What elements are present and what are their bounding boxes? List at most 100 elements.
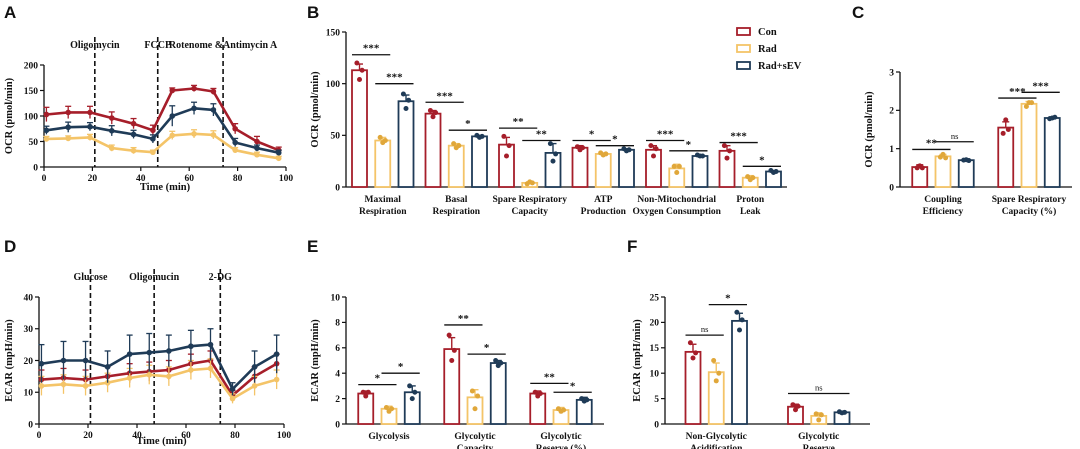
panel-e-category-label: Glycolytic: [540, 432, 581, 442]
panel-b-category-label: Leak: [740, 207, 761, 217]
panel-a-data-point: [108, 145, 115, 151]
panel-b-replicate-point: [504, 153, 509, 159]
panel-a-x-tick-label: 20: [88, 174, 98, 184]
panel-e-significance-label: *: [375, 373, 381, 385]
panel-a-data-point: [210, 88, 217, 95]
panel-b-category-label: Respiration: [433, 207, 481, 217]
panel-a-data-point: [65, 109, 71, 116]
panel-e-replicate-point: [360, 389, 366, 395]
panel-a-data-point: [210, 132, 217, 138]
panel-a-data-point: [130, 120, 137, 127]
panel-b-replicate-point: [451, 141, 457, 147]
panel-b-category-label: Capacity: [512, 207, 549, 217]
panel-f-series-con: [684, 340, 804, 425]
panel-b-replicate-point: [547, 141, 553, 147]
panel-b-replicate-point: [727, 148, 733, 154]
panel-b-significance-label: **: [536, 129, 548, 141]
panel-d-y-axis-label: ECAR (mpH/min): [4, 319, 15, 402]
panel-f-replicate-point: [795, 403, 801, 409]
panel-b-replicate-point: [580, 145, 586, 151]
panel-b-replicate-point: [403, 105, 409, 111]
panel-a-data-point: [87, 123, 93, 130]
panel-e-y-tick-label: 2: [335, 395, 340, 405]
panel-a-data-point: [191, 85, 197, 92]
panel-a-data-point: [169, 132, 176, 139]
panel-e-replicate-point: [407, 383, 413, 389]
panel-f-y-tick-label: 0: [654, 420, 659, 430]
panel-e-replicate-point: [584, 397, 590, 403]
panel-e-replicate-point: [446, 332, 452, 338]
panel-c-bar: [1020, 102, 1038, 188]
panel-b-bar: [544, 151, 562, 188]
panel-e-replicate-point: [383, 404, 389, 410]
panel-a-y-tick-label: 150: [24, 87, 39, 97]
panel-f-category-label: Glycolytic: [798, 432, 839, 442]
panel-b-replicate-point: [750, 175, 756, 181]
panel-a-line: [46, 107, 279, 154]
panel-d-injection-label: Oligomucin: [129, 272, 179, 283]
panel-e-replicate-point: [451, 347, 457, 353]
panel-e-series-con: [357, 332, 547, 425]
panel-b-replicate-point: [382, 138, 388, 143]
panel-a-data-point: [108, 127, 115, 134]
panel-a-data-point: [150, 127, 156, 134]
panel-a-data-point: [150, 136, 156, 142]
panel-e-category-label: Reserve (%): [536, 443, 586, 449]
panel-a-label: A: [4, 3, 16, 22]
panel-a: A 0 50 100 150 200 0 20 40 60 80 100 Time (min) OCR (…: [4, 3, 293, 193]
panel-f-significance-label: ns: [701, 324, 709, 334]
legend-swatch: [736, 27, 751, 36]
panel-f-replicate-point: [690, 355, 696, 361]
panel-d-data-point: [207, 341, 214, 348]
panel-a-data-point: [43, 136, 50, 142]
panel-b-replicate-point: [724, 155, 730, 161]
panel-b-category-label: Oxygen Consumption: [633, 207, 722, 217]
panel-a-data-point: [65, 124, 71, 131]
panel-a-x-tick-label: 60: [184, 174, 194, 184]
panel-b-y-tick-label: 50: [331, 132, 341, 142]
panel-b-significance-label: **: [513, 116, 525, 128]
panel-b-bar: [618, 148, 635, 188]
panel-c-series-con: [911, 117, 1015, 188]
panel-e-replicate-point: [412, 389, 418, 395]
panel-d-series-rad-sev: [38, 328, 280, 396]
panel-d-y-tick-label: 40: [24, 293, 34, 303]
panel-e-category-label: Capacity: [457, 444, 494, 449]
panel-c-category-label: Coupling: [924, 195, 962, 205]
panel-d-data-point: [38, 383, 45, 389]
panel-a-data-point: [232, 125, 238, 132]
panel-f-replicate-point: [737, 327, 742, 333]
panel-c-replicate-point: [1052, 114, 1058, 120]
panel-d-data-point: [126, 375, 133, 381]
panel-f-label: F: [627, 237, 637, 256]
panel-c-bar: [911, 166, 929, 188]
panel-a-data-point: [210, 107, 217, 113]
panel-a-x-tick-label: 100: [279, 174, 294, 184]
panel-b-replicate-point: [406, 97, 412, 103]
panel-a-y-axis-label: OCR (pmol/min): [4, 77, 15, 154]
panel-f-y-tick-label: 10: [650, 370, 660, 380]
panel-b-replicate-point: [357, 77, 362, 83]
panel-f-y-tick-label: 5: [654, 395, 659, 405]
panel-e-series-rad: [380, 388, 570, 425]
panel-f-y-tick-label: 15: [650, 344, 660, 354]
panel-b-replicate-point: [603, 151, 609, 157]
panel-a-line: [46, 87, 280, 152]
panel-a-data-point: [87, 134, 93, 141]
panel-d-data-point: [166, 348, 172, 354]
panel-c-replicate-point: [1000, 130, 1006, 136]
panel-a-injection-label: Rotenome &Antimycin A: [169, 40, 278, 51]
panel-f-replicate-point: [734, 309, 740, 315]
panel-b-significance-label: *: [612, 134, 618, 146]
panel-c-category-label: Spare Respiratory: [992, 195, 1067, 205]
panel-d-y-tick-label: 0: [28, 420, 33, 430]
panel-a-data-point: [108, 115, 115, 121]
panel-d-data-point: [60, 381, 67, 388]
panel-e-significance-label: *: [398, 361, 404, 373]
panel-c-replicate-point: [1029, 100, 1035, 106]
panel-e-y-tick-label: 10: [331, 293, 341, 303]
panel-c-category-label: Efficiency: [923, 207, 964, 217]
panel-a-data-point: [43, 127, 50, 134]
panel-b-replicate-point: [501, 133, 507, 139]
